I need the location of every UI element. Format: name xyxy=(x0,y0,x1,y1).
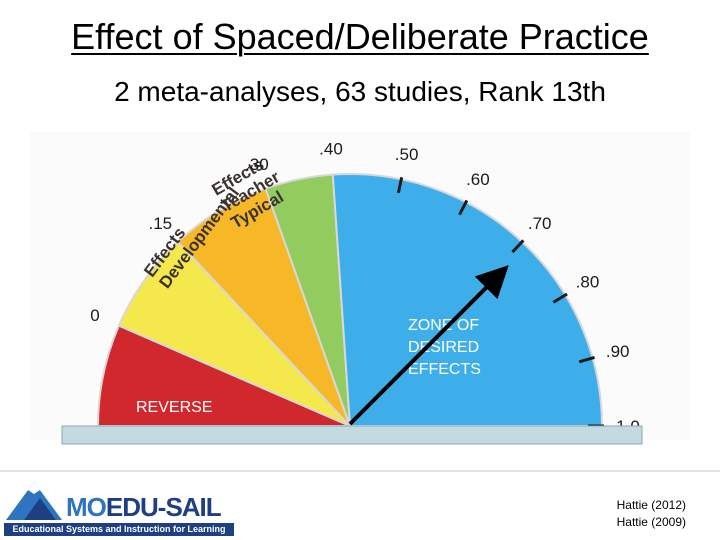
tick-mark xyxy=(511,239,525,254)
tick-mark xyxy=(552,292,568,304)
logo-part-a: MO xyxy=(66,492,107,522)
tick-label: .70 xyxy=(528,214,552,233)
logo-tagline: Educational Systems and Instruction for … xyxy=(4,523,234,536)
tick-label: .80 xyxy=(576,273,600,292)
citation-line: Hattie (2009) xyxy=(616,515,686,529)
tick-label: .15 xyxy=(148,214,172,233)
citation-line: Hattie (2012) xyxy=(616,498,686,512)
zone-label-desired: EFFECTS xyxy=(408,361,481,378)
tick-label: .40 xyxy=(319,140,343,159)
slide-subtitle: 2 meta-analyses, 63 studies, Rank 13th xyxy=(114,76,606,107)
logo-mountain-icon xyxy=(6,482,62,520)
tick-label: .60 xyxy=(466,170,490,189)
pointer-arrow xyxy=(348,265,509,426)
zone-label-desired: ZONE OF xyxy=(408,317,479,334)
zone-label-desired: DESIRED xyxy=(408,339,479,356)
tick-mark xyxy=(578,356,595,364)
barometer-base xyxy=(61,425,643,445)
tick-label: .90 xyxy=(606,342,630,361)
tick-label: 0 xyxy=(90,306,99,325)
logo-part-b: EDU-SAIL xyxy=(105,492,222,522)
tick-mark xyxy=(458,199,469,216)
tick-label: .50 xyxy=(395,145,419,164)
logo-wordmark: MOEDU-SAIL xyxy=(66,492,222,523)
zone-label-reverse: REVERSE xyxy=(136,399,212,416)
footer-divider xyxy=(0,470,720,472)
barometer-chart: DevelopmentalEffectsTypicalTeacherEffect… xyxy=(61,139,643,445)
slide-title: Effect of Spaced/Deliberate Practice xyxy=(71,16,649,57)
tick-label: .30 xyxy=(245,155,269,174)
citations: Hattie (2012) Hattie (2009) xyxy=(617,497,686,531)
tick-mark xyxy=(396,177,404,194)
